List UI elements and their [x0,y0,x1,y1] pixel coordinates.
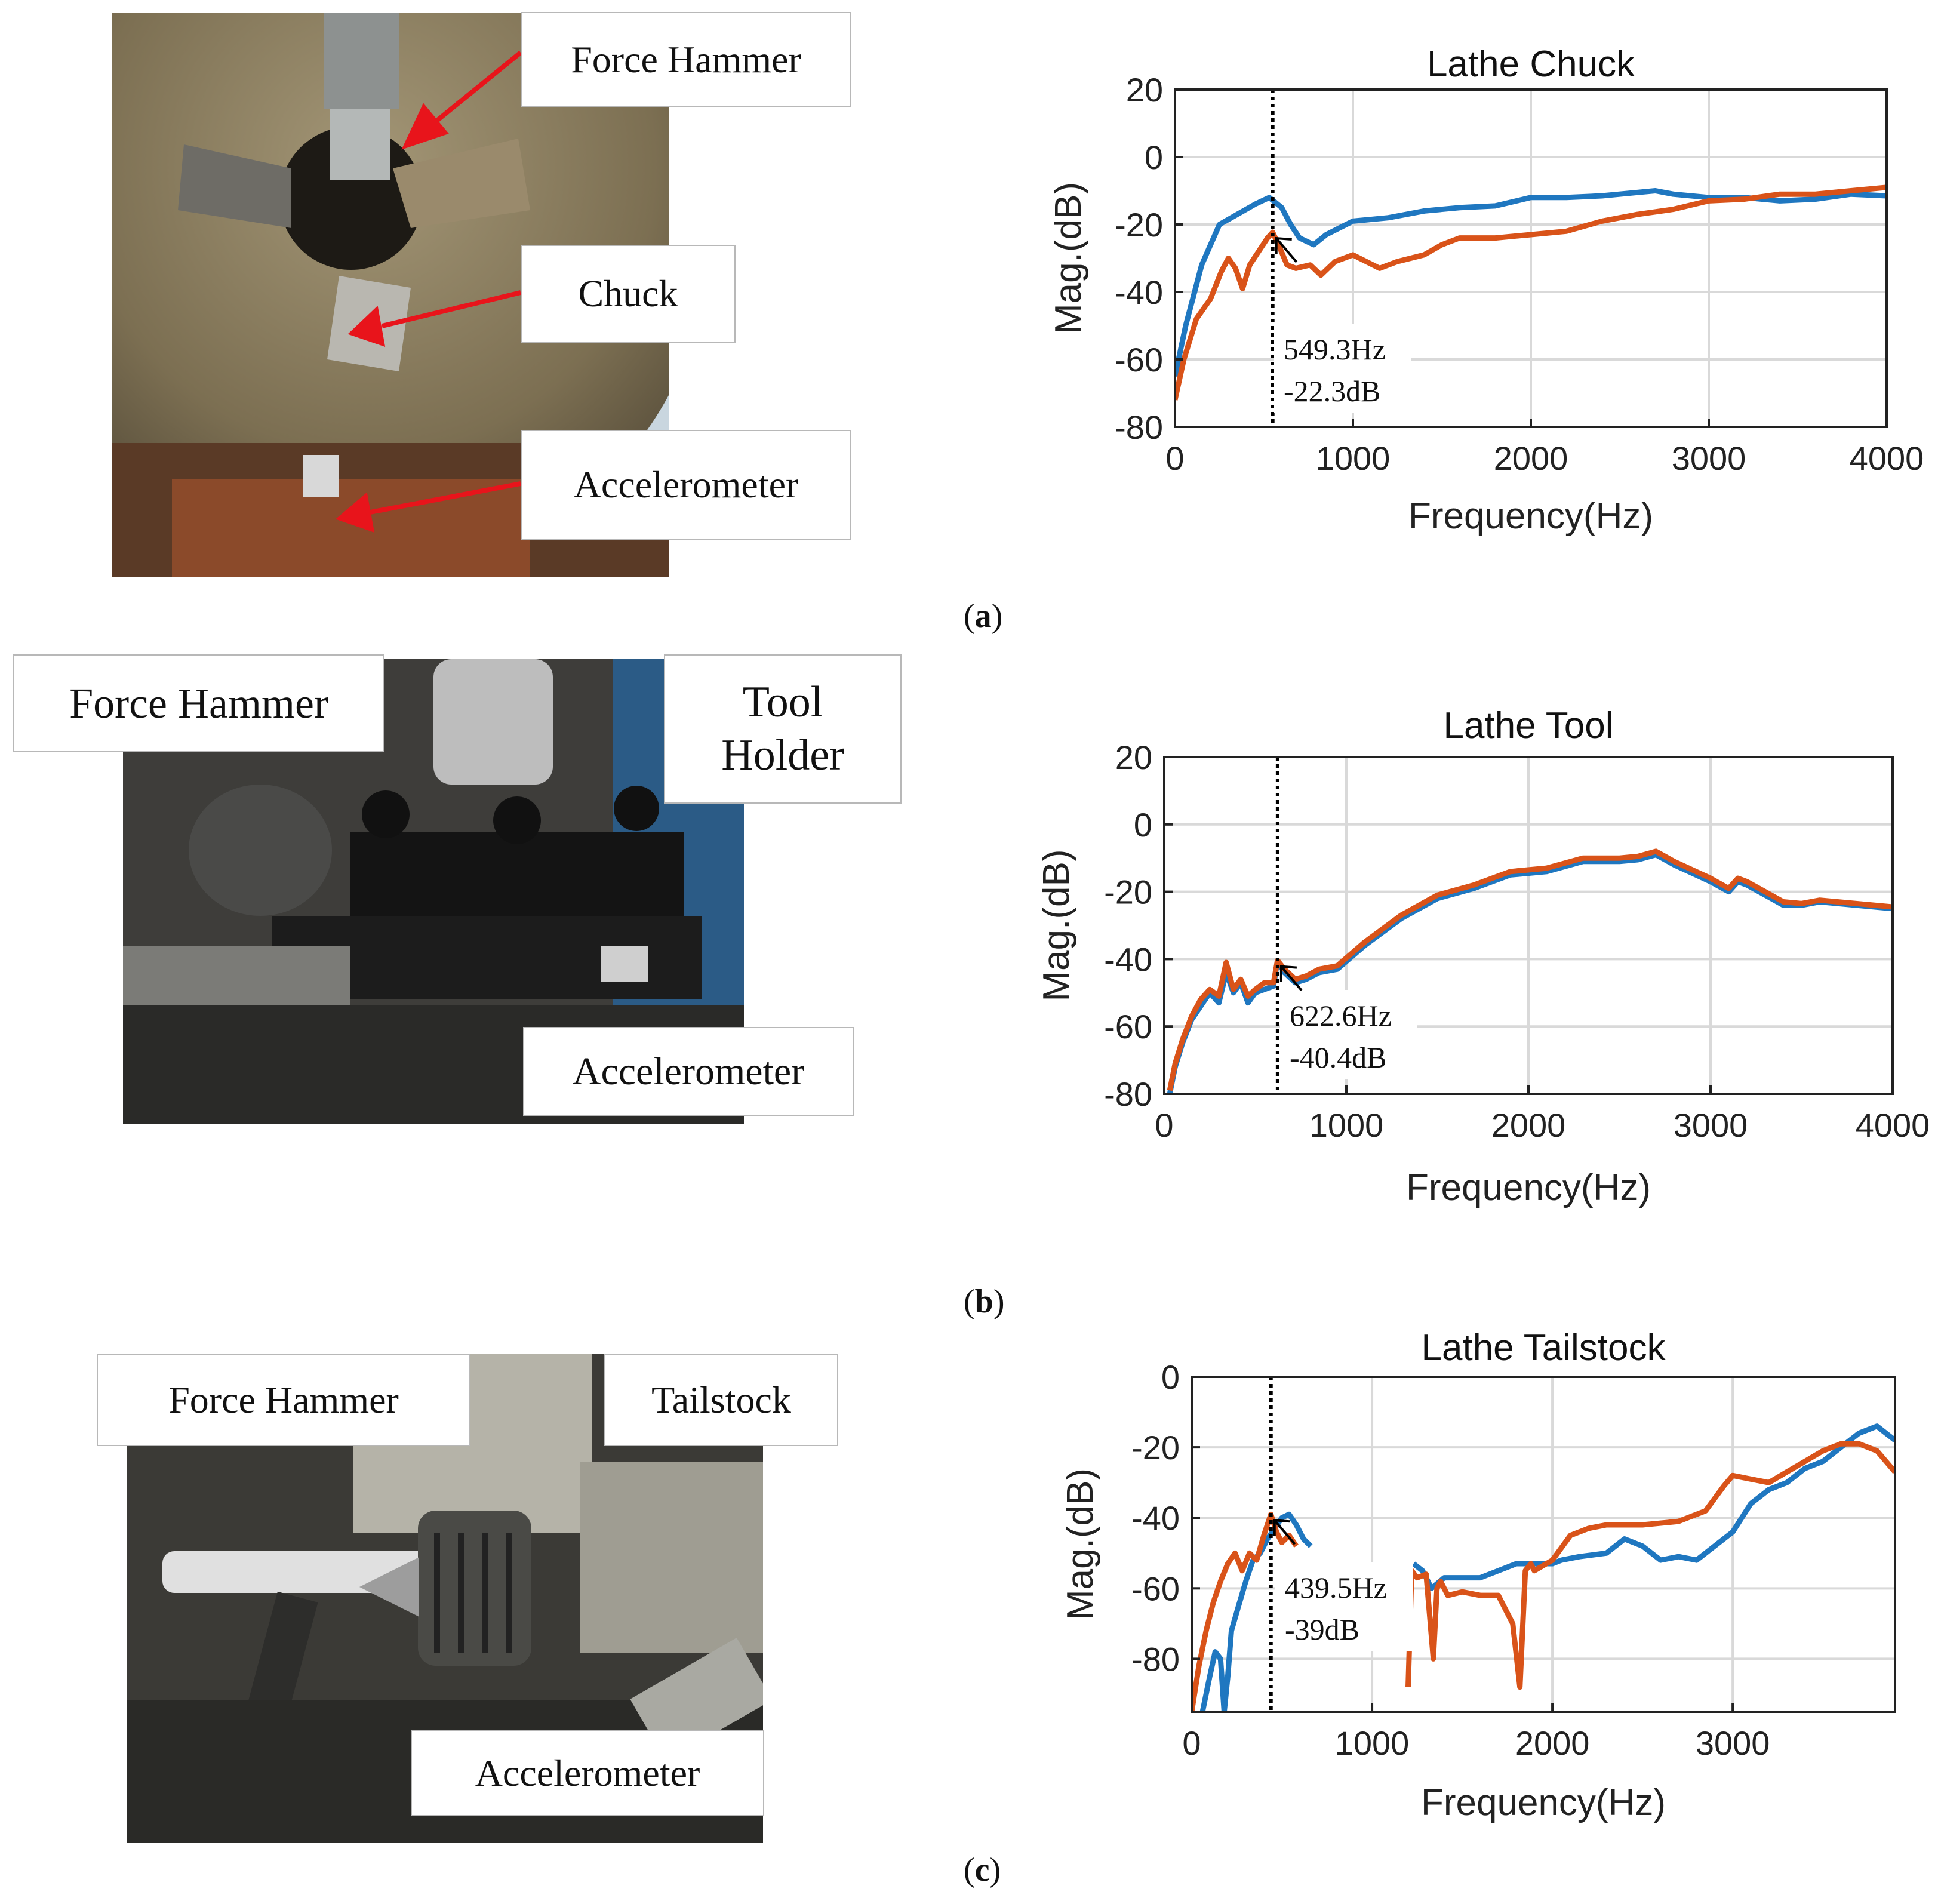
y-tick-label: -60 [1115,341,1163,379]
x-tick-label: 4000 [1850,439,1924,477]
arrow-accelerometer-a [370,481,521,515]
annotation-frequency: 622.6Hz [1290,999,1392,1032]
y-tick-label: -60 [1131,1570,1180,1607]
label-force-hammer-c: Force Hammer [97,1354,470,1446]
y-tick-label: -20 [1131,1429,1180,1466]
marker-annotation: 549.3Hz -22.3dB [1274,236,1411,413]
annotation-pointer-head [1279,965,1297,982]
series-line-blue [1411,1423,1895,1591]
y-tick-label: -20 [1115,206,1163,244]
label-tailstock-c: Tailstock [604,1354,838,1446]
caption-b: (b) [964,1283,1005,1320]
marker-annotation: 622.6Hz -40.4dB [1279,965,1417,1079]
label-tool-holder-line2: Holder [721,731,844,780]
annotation-background [1274,324,1411,413]
y-tick-label: -80 [1115,408,1163,446]
series-line-orange [1405,1441,1895,1690]
arrowhead-accelerometer-a [336,492,375,533]
label-tool-holder-b: Tool Holder [664,654,902,804]
x-tick-label: 1000 [1309,1106,1384,1144]
series-line-orange [1192,1511,1299,1712]
x-tick-label: 1000 [1335,1724,1410,1762]
y-tick-label: -80 [1104,1075,1152,1113]
arrowhead-chuck-a [347,306,386,347]
x-tick-label: 2000 [1491,1106,1566,1144]
annotation-magnitude: -22.3dB [1284,374,1381,408]
x-tick-label: 2000 [1494,439,1568,477]
label-force-hammer-a: Force Hammer [521,12,851,107]
annotation-frequency: 439.5Hz [1285,1571,1387,1604]
series-line-orange [1167,848,1893,1091]
y-tick-label: -60 [1104,1008,1152,1045]
x-axis-label: Frequency(Hz) [1406,1167,1651,1208]
x-tick-label: 1000 [1316,439,1391,477]
arrow-chuck-a [382,290,521,328]
caption-a: (a) [964,598,1003,635]
annotation-pointer [1280,965,1303,991]
arrowhead-force-hammer-a [401,103,449,150]
x-axis-label: Frequency(Hz) [1408,496,1653,537]
caption-c: (c) [964,1851,1001,1888]
annotation-magnitude: -40.4dB [1290,1041,1387,1074]
y-tick-label: -20 [1104,873,1152,911]
annotation-pointer-head [1275,236,1292,254]
x-tick-label: 3000 [1696,1724,1770,1762]
y-tick-label: 0 [1161,1358,1180,1396]
label-force-hammer-b: Force Hammer [13,654,384,752]
chart-title: Lathe Tailstock [1422,1327,1666,1368]
y-tick-label: -40 [1104,940,1152,978]
annotation-pointer [1273,1519,1296,1545]
x-tick-label: 4000 [1856,1106,1930,1144]
annotation-background [1275,1562,1413,1651]
chart-title: Lathe Chuck [1427,44,1635,85]
x-tick-label: 3000 [1674,1106,1748,1144]
x-tick-label: 0 [1165,439,1184,477]
arrow-force-hammer-a [429,50,522,128]
annotation-frequency: 549.3Hz [1284,333,1386,366]
axes-frame [1191,1376,1896,1713]
x-tick-label: 0 [1182,1724,1201,1762]
y-tick-label: -80 [1131,1640,1180,1678]
chart-title: Lathe Tool [1444,705,1614,746]
annotation-background [1280,990,1417,1079]
y-tick-label: -40 [1115,273,1163,311]
x-tick-label: 0 [1155,1106,1173,1144]
annotation-pointer-head [1273,1519,1290,1536]
annotation-magnitude: -39dB [1285,1613,1359,1646]
y-tick-label: 20 [1115,739,1152,776]
label-accelerometer-b: Accelerometer [523,1027,854,1116]
y-tick-label: 0 [1134,806,1152,844]
series-line-blue [1175,188,1887,377]
x-tick-label: 3000 [1672,439,1746,477]
label-accelerometer-c: Accelerometer [411,1730,764,1816]
label-tool-holder-line1: Tool [742,678,823,727]
x-tick-label: 2000 [1515,1724,1590,1762]
label-chuck-a: Chuck [521,245,736,343]
y-axis-label: Mag.(dB) [1036,850,1077,1002]
y-tick-label: 0 [1145,139,1163,176]
y-tick-label: 20 [1126,71,1163,109]
y-axis-label: Mag.(dB) [1060,1468,1101,1620]
label-accelerometer-a: Accelerometer [521,430,851,540]
x-axis-label: Frequency(Hz) [1421,1782,1666,1823]
marker-annotation: 439.5Hz -39dB [1273,1519,1413,1651]
annotation-pointer [1275,237,1298,263]
series-line-orange [1175,184,1887,401]
y-tick-label: -40 [1131,1499,1180,1537]
y-axis-label: Mag.(dB) [1048,182,1089,334]
series-line-blue [1199,1511,1313,1712]
